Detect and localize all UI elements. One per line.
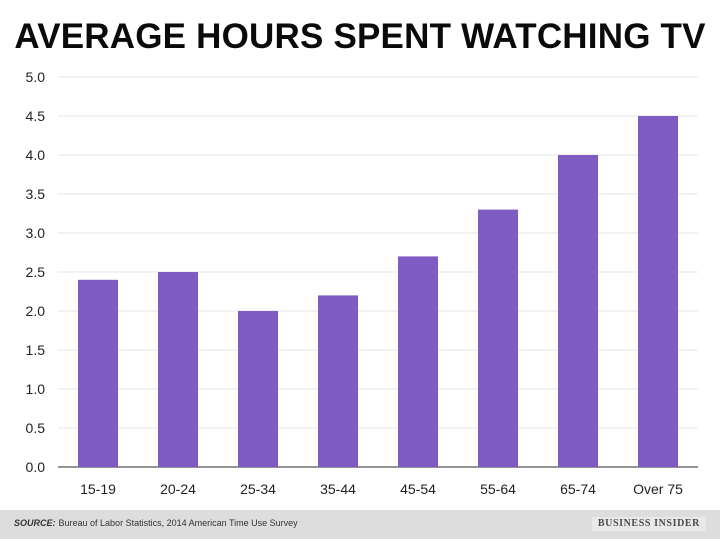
x-tick-label: 45-54 bbox=[400, 481, 436, 497]
bar-55-64 bbox=[478, 209, 518, 467]
source-label: SOURCE: bbox=[14, 518, 56, 528]
y-tick-label: 0.0 bbox=[26, 459, 46, 475]
chart-title: AVERAGE HOURS SPENT WATCHING TV bbox=[14, 17, 706, 56]
bar-25-34 bbox=[238, 311, 278, 467]
bar-65-74 bbox=[558, 155, 598, 467]
bar-35-44 bbox=[318, 295, 358, 467]
bar-20-24 bbox=[158, 272, 198, 467]
y-tick-label: 4.5 bbox=[26, 108, 46, 124]
bars bbox=[78, 116, 678, 467]
x-tick-label: 55-64 bbox=[480, 481, 516, 497]
y-tick-label: 1.0 bbox=[26, 381, 46, 397]
y-tick-label: 4.0 bbox=[26, 147, 46, 163]
y-tick-label: 5.0 bbox=[26, 69, 46, 85]
y-tick-label: 2.0 bbox=[26, 303, 46, 319]
y-tick-label: 3.5 bbox=[26, 186, 46, 202]
y-tick-label: 2.5 bbox=[26, 264, 46, 280]
x-tick-label: 15-19 bbox=[80, 481, 116, 497]
x-tick-label: 25-34 bbox=[240, 481, 276, 497]
y-tick-label: 1.5 bbox=[26, 342, 46, 358]
x-axis-ticks: 15-19 20-24 25-34 35-44 45-54 55-64 65-74 Over … bbox=[80, 481, 683, 497]
bar-45-54 bbox=[398, 256, 438, 467]
x-tick-label: Over 75 bbox=[633, 481, 683, 497]
brand-logo: BUSINESS INSIDER bbox=[591, 517, 706, 531]
source-note: SOURCE: Bureau of Labor Statistics, 2014 … bbox=[14, 518, 298, 528]
footer-bar: SOURCE: Bureau of Labor Statistics, 2014 … bbox=[0, 510, 720, 539]
source-text: Bureau of Labor Statistics, 2014 America… bbox=[58, 518, 298, 528]
y-tick-label: 0.5 bbox=[26, 420, 46, 436]
x-tick-label: 20-24 bbox=[160, 481, 196, 497]
x-tick-label: 35-44 bbox=[320, 481, 356, 497]
y-axis-ticks: 0.0 0.5 1.0 1.5 2.0 2.5 3.0 3.5 4.0 4.5 5.0 bbox=[26, 69, 46, 475]
y-tick-label: 3.0 bbox=[26, 225, 46, 241]
bar-15-19 bbox=[78, 279, 118, 467]
bar-over-75 bbox=[638, 116, 678, 467]
gridlines bbox=[58, 76, 698, 468]
x-tick-label: 65-74 bbox=[560, 481, 596, 497]
